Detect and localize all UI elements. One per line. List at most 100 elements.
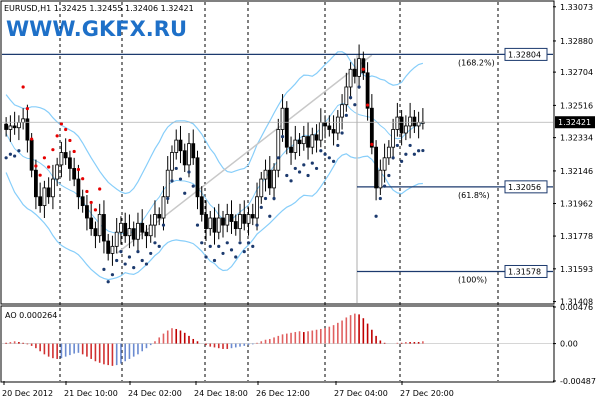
price-tick-label: 1.31962 xyxy=(560,199,593,208)
candle-body xyxy=(140,222,145,233)
sar-dot-below xyxy=(234,255,238,259)
sar-dot-below xyxy=(344,113,348,117)
candle-body xyxy=(238,214,242,230)
ao-plot-frame xyxy=(0,305,555,383)
sar-dot-below xyxy=(336,143,340,148)
sar-dot-below xyxy=(412,152,416,156)
sar-dot-below xyxy=(314,166,319,171)
candle-body xyxy=(272,169,276,189)
candle-body xyxy=(4,123,9,130)
sar-dot-above xyxy=(98,187,102,191)
time-axis: 20 Dec 2012 21 Dec 10:00 24 Dec 02:00 24 De… xyxy=(2,381,454,398)
sar-dot-above xyxy=(64,127,68,132)
candle-body xyxy=(233,221,238,230)
sar-dot-below xyxy=(391,156,395,160)
candle-body xyxy=(365,72,370,109)
candle-body xyxy=(395,116,400,130)
sar-dot-above xyxy=(89,200,93,205)
sar-dot-below xyxy=(127,255,132,259)
sar-dot-below xyxy=(374,214,378,218)
sar-dot-below xyxy=(383,184,387,188)
candle-body xyxy=(114,231,119,247)
sar-dot-above xyxy=(81,177,85,181)
sar-dot-below xyxy=(132,265,136,270)
sar-dot-below xyxy=(191,184,195,188)
sar-dot-above xyxy=(42,156,46,160)
sar-dot-below xyxy=(251,244,255,248)
candle-body xyxy=(46,187,51,198)
candle-body xyxy=(178,139,183,152)
candle-body xyxy=(59,152,64,166)
sar-dot-above xyxy=(21,85,25,89)
sar-dot-below xyxy=(221,251,225,256)
candle-body xyxy=(348,68,353,88)
sar-dot-above xyxy=(361,67,365,71)
sar-dot-below xyxy=(272,196,276,201)
sar-dot-below xyxy=(4,156,8,160)
sar-dot-below xyxy=(280,134,285,139)
candle-body xyxy=(246,214,251,224)
main-plot-frame xyxy=(0,0,555,305)
candle-body xyxy=(89,217,94,230)
fibo-level-label: (61.8%) xyxy=(458,191,490,200)
sar-dot-below xyxy=(289,179,293,183)
candle-body xyxy=(221,217,225,226)
candle-body xyxy=(161,196,166,219)
sar-dot-below xyxy=(348,96,353,100)
price-tick-label: 1.31778 xyxy=(560,232,593,241)
sar-dot-above xyxy=(370,142,374,146)
sar-dot-below xyxy=(187,170,191,174)
sar-dot-below xyxy=(417,149,421,153)
candle-body xyxy=(72,168,77,180)
sar-dot-below xyxy=(421,148,425,153)
candle-body xyxy=(199,196,204,215)
sar-dot-below xyxy=(387,173,391,178)
candle-body xyxy=(191,143,196,159)
sar-dot-below xyxy=(306,173,310,178)
sar-dot-below xyxy=(200,241,204,245)
candle-body xyxy=(216,217,221,233)
sar-dot-below xyxy=(153,241,157,245)
candle-body xyxy=(12,125,17,129)
sar-dot-below xyxy=(166,196,170,201)
candle-body xyxy=(331,129,336,134)
candle-body xyxy=(123,222,128,237)
candle-body xyxy=(110,245,115,254)
sar-dot-below xyxy=(110,273,115,277)
sar-dot-above xyxy=(51,148,55,152)
upper-band xyxy=(5,51,424,195)
sar-dot-below xyxy=(144,262,149,266)
candle-body xyxy=(127,228,132,237)
candle-body xyxy=(267,169,272,189)
current-price-tag: 1.32421 xyxy=(558,118,591,127)
candle-body xyxy=(93,228,98,237)
ao-tick-label: 0.00 xyxy=(560,340,578,349)
price-tick-label: 1.32704 xyxy=(560,68,593,77)
sar-dot-below xyxy=(395,143,399,148)
sar-dot-above xyxy=(47,165,51,169)
sar-dot-below xyxy=(378,196,382,201)
sar-dot-below xyxy=(263,196,268,201)
sar-dot-below xyxy=(204,255,208,259)
sar-dot-below xyxy=(327,156,331,160)
candle-body xyxy=(97,214,102,237)
fibo-price-tag-box xyxy=(504,264,548,278)
candle-body xyxy=(280,107,285,130)
candle-body xyxy=(182,150,187,166)
sar-dot-below xyxy=(157,244,161,248)
sar-dot-below xyxy=(136,250,140,254)
candle-body xyxy=(306,136,310,148)
candle-body xyxy=(68,157,72,169)
candle-body xyxy=(187,143,191,166)
price-tick-label: 1.32334 xyxy=(560,134,593,143)
lower-band xyxy=(5,153,423,281)
sar-dot-below xyxy=(229,248,234,252)
sar-dot-below xyxy=(340,131,344,135)
fibo-level-label: (168.2%) xyxy=(458,58,495,67)
candle-body xyxy=(225,214,230,226)
candle-body xyxy=(369,107,374,148)
sar-dot-below xyxy=(404,152,408,156)
candle-body xyxy=(174,139,179,153)
candle-body xyxy=(327,125,332,130)
candle-body xyxy=(408,116,413,127)
